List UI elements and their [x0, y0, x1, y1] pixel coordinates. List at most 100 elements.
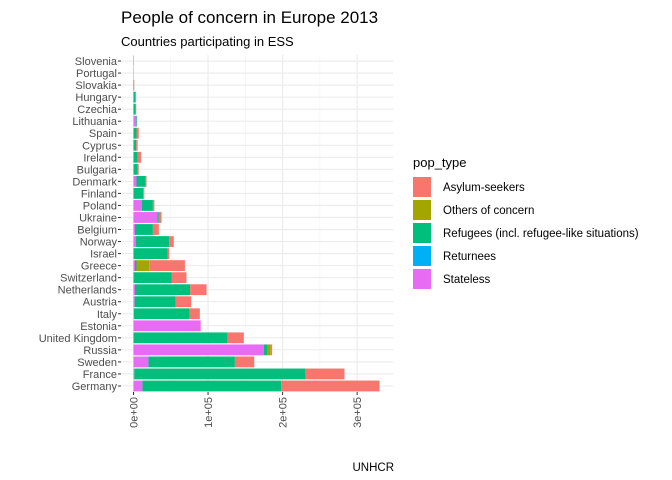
y-tick-label: Austria — [83, 297, 118, 309]
bar-segment — [133, 344, 264, 356]
legend: pop_type Asylum-seekers Others of concern… — [413, 155, 639, 289]
legend-title: pop_type — [413, 155, 467, 170]
y-tick-label: Slovenia — [75, 56, 118, 68]
x-axis-ticks: 0e+00 1e+05 2e+05 3e+05 — [129, 392, 364, 428]
bar-segment — [134, 260, 137, 272]
y-tick-label: Spain — [89, 128, 117, 140]
bar-segment — [135, 103, 137, 115]
bar-segment — [133, 103, 136, 115]
legend-key — [413, 269, 431, 289]
bar-segment — [270, 344, 273, 356]
legend-key — [413, 223, 431, 243]
bar-segment — [157, 212, 159, 223]
bar-segment — [148, 356, 235, 368]
x-tick-label: 3e+05 — [352, 397, 364, 428]
bar-segment — [137, 151, 141, 163]
bar-segment — [227, 332, 244, 344]
bar-segment — [145, 175, 147, 187]
y-tick-label: France — [83, 369, 117, 381]
y-tick-label: Norway — [80, 237, 118, 249]
bar-segment — [152, 200, 155, 211]
chart-subtitle: Countries participating in ESS — [121, 34, 294, 49]
y-tick-label: Netherlands — [58, 285, 118, 297]
bar-segment — [133, 368, 135, 380]
bar-segment — [263, 344, 268, 356]
bar-segment — [133, 212, 158, 223]
bar-segment — [167, 248, 170, 260]
bar-segment — [133, 187, 144, 199]
y-tick-label: Sweden — [77, 357, 117, 369]
bar-segment — [158, 212, 162, 223]
legend-label: Stateless — [443, 274, 491, 286]
bar-segment — [134, 368, 306, 380]
bar-segment — [141, 200, 153, 211]
y-tick-label: Portugal — [76, 68, 117, 80]
y-tick-label: Slovakia — [75, 80, 117, 92]
bar-segment — [281, 380, 380, 392]
bar-segment — [136, 115, 137, 127]
x-tick-label: 2e+05 — [278, 397, 290, 428]
bar-segment — [169, 236, 174, 247]
bar-segment — [135, 236, 170, 247]
bar-segment — [189, 308, 200, 320]
bar-segment — [133, 320, 201, 332]
bar-segment — [133, 115, 137, 127]
bar-segment — [133, 163, 138, 175]
bar-segment — [133, 127, 137, 139]
bar-segment — [149, 260, 185, 272]
bar-segment — [133, 260, 135, 272]
bar-segment — [133, 380, 143, 392]
y-tick-label: Denmark — [72, 176, 117, 188]
legend-label: Returnees — [443, 251, 496, 263]
bar-segment — [133, 224, 135, 235]
bar-segment — [136, 175, 146, 187]
bar-segment — [133, 296, 135, 308]
y-tick-label: Finland — [81, 188, 117, 200]
y-tick-label: Poland — [83, 200, 117, 212]
bar-segment — [171, 272, 187, 284]
bar-segment — [136, 260, 150, 272]
y-tick-label: Switzerland — [60, 273, 117, 285]
y-axis-ticks: SloveniaPortugalSlovakiaHungaryCzechiaLi… — [39, 56, 121, 393]
bar-segment — [175, 296, 192, 308]
bar-segment — [133, 356, 149, 368]
legend-key — [413, 246, 431, 266]
chart-title: People of concern in Europe 2013 — [121, 8, 378, 27]
grid — [121, 55, 393, 392]
y-tick-label: Cyprus — [82, 140, 117, 152]
x-tick-label: 0e+00 — [129, 397, 141, 428]
bar-segment — [133, 332, 228, 344]
bar-segment — [133, 91, 136, 103]
bar-segment — [234, 356, 255, 368]
chart-caption: UNHCR — [352, 462, 394, 474]
bar-segment — [133, 175, 137, 187]
bar-segment — [137, 163, 139, 175]
legend-label: Others of concern — [443, 205, 534, 217]
y-tick-label: Greece — [81, 261, 117, 273]
bar-segment — [135, 91, 136, 103]
bar-segment — [133, 308, 190, 320]
bar-segment — [133, 151, 138, 163]
bar-segment — [134, 296, 176, 308]
y-tick-label: Italy — [97, 309, 118, 321]
legend-key — [413, 200, 431, 220]
bar-segment — [152, 224, 159, 235]
bar-segment — [190, 284, 207, 296]
x-tick-label: 1e+05 — [203, 397, 215, 428]
bar-segment — [133, 284, 135, 296]
bar-segment — [136, 139, 138, 151]
y-tick-label: Russia — [83, 345, 118, 357]
legend-label: Asylum-seekers — [443, 182, 525, 194]
bar-segment — [133, 139, 137, 151]
legend-key — [413, 177, 431, 197]
bar-segment — [143, 187, 145, 199]
y-tick-label: Ukraine — [79, 212, 117, 224]
bar-segment — [267, 344, 271, 356]
bar-segment — [134, 224, 153, 235]
bar-segment — [133, 79, 135, 91]
bar-segment — [133, 248, 168, 260]
bar-segment — [134, 284, 191, 296]
bars — [133, 55, 380, 392]
bar-segment — [136, 127, 139, 139]
